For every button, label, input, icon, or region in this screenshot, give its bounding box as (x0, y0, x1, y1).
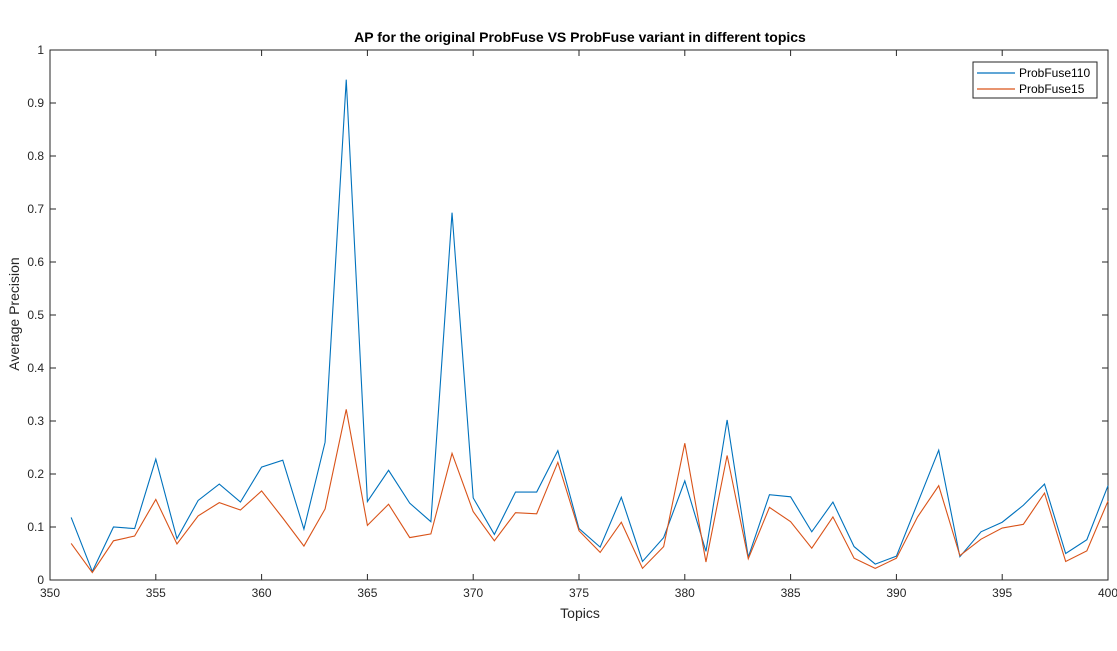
y-axis-label: Average Precision (6, 257, 22, 370)
y-tick-label: 0.3 (27, 414, 44, 428)
series-group (70, 79, 1109, 574)
y-tick-label: 0.8 (27, 149, 44, 163)
x-tick-label: 390 (886, 586, 906, 600)
x-tick-label: 380 (675, 586, 695, 600)
y-axis: 0 0.1 0.2 0.3 0.4 0.5 0.6 0.7 0.8 0.9 1 (27, 43, 1108, 587)
y-tick-label: 0.5 (27, 308, 44, 322)
series-line-probfuse15 (70, 409, 1109, 574)
chart-title: AP for the original ProbFuse VS ProbFuse… (354, 29, 806, 45)
x-tick-label: 360 (252, 586, 272, 600)
y-tick-label: 0 (37, 573, 44, 587)
x-axis: 350 355 360 365 370 375 380 385 390 395 400 (40, 50, 1117, 600)
x-tick-label: 350 (40, 586, 60, 600)
y-tick-label: 0.7 (27, 202, 44, 216)
legend-box (972, 61, 1098, 99)
y-tick-label: 0.2 (27, 467, 44, 481)
legend-label: ProbFuse15 (1019, 82, 1085, 96)
x-tick-label: 385 (781, 586, 801, 600)
x-tick-label: 370 (463, 586, 483, 600)
x-tick-label: 355 (146, 586, 166, 600)
x-tick-label: 400 (1098, 586, 1117, 600)
legend-label: ProbFuse110 (1019, 66, 1090, 80)
y-tick-label: 0.1 (27, 520, 44, 534)
legend: ProbFuse110 ProbFuse15 (972, 61, 1098, 99)
x-tick-label: 365 (357, 586, 377, 600)
x-tick-label: 375 (569, 586, 589, 600)
y-tick-label: 0.4 (27, 361, 44, 375)
y-tick-label: 1 (37, 43, 44, 57)
x-axis-label: Topics (560, 605, 600, 621)
plot-area (49, 49, 1109, 581)
plot-box (49, 49, 1109, 581)
series-line-probfuse110 (70, 79, 1109, 573)
y-tick-label: 0.6 (27, 255, 44, 269)
y-tick-label: 0.9 (27, 96, 44, 110)
x-tick-label: 395 (992, 586, 1012, 600)
